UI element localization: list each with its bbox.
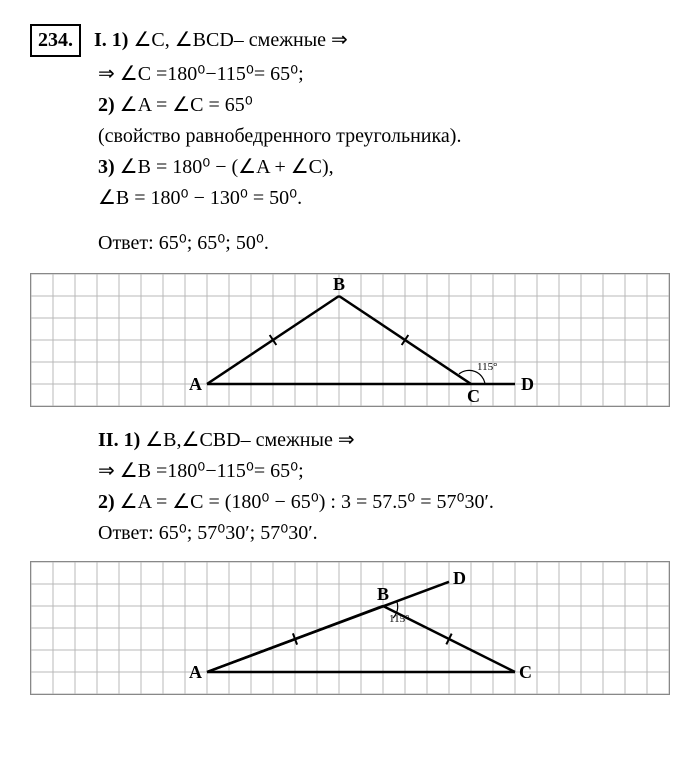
svg-text:B: B [377, 584, 389, 604]
svg-text:A: A [189, 662, 202, 682]
part1-step1-label: 1) [112, 29, 129, 51]
svg-text:B: B [333, 274, 345, 294]
svg-text:115°: 115° [477, 361, 498, 373]
diagram1: 115° A B C D [30, 273, 670, 407]
part1-answer: Ответ: 65⁰; 65⁰; 50⁰. [30, 230, 670, 255]
part1-step3-text2: ∠B = 180⁰ − 130⁰ = 50⁰. [30, 185, 670, 212]
diagram2: 115° A B C D [30, 561, 670, 695]
part2-step2: 2) ∠A = ∠C = (180⁰ − 65⁰) : 3 = 57.5⁰ = … [30, 489, 670, 516]
answer-label: Ответ: [98, 232, 154, 254]
part1-step2-text2: (свойство равнобедренного треугольника). [30, 123, 670, 150]
part1-step3: 3) ∠B = 180⁰ − (∠A + ∠C), [30, 154, 670, 181]
answer-label2: Ответ: [98, 522, 154, 544]
part2-step2-text: ∠A = ∠C = (180⁰ − 65⁰) : 3 = 57.5⁰ = 57⁰… [120, 491, 494, 513]
svg-text:D: D [453, 568, 466, 588]
svg-text:115°: 115° [389, 613, 410, 625]
part2-label: II. [98, 429, 119, 451]
part1-step2-label: 2) [98, 94, 115, 116]
svg-text:A: A [189, 374, 202, 394]
part1-step1-text1: ∠C, ∠BCD– смежные ⇒ [133, 29, 347, 51]
answer-text2: 65⁰; 57⁰30′; 57⁰30′. [159, 522, 318, 544]
part1-line1: 234. I. 1) ∠C, ∠BCD– смежные ⇒ [30, 24, 670, 57]
part2-step1-label: 1) [124, 429, 141, 451]
svg-text:C: C [467, 386, 480, 406]
part2-step2-label: 2) [98, 491, 115, 513]
part1-step3-label: 3) [98, 156, 115, 178]
svg-text:C: C [519, 662, 532, 682]
part2-answer: Ответ: 65⁰; 57⁰30′; 57⁰30′. [30, 520, 670, 547]
part1-step3-text1: ∠B = 180⁰ − (∠A + ∠C), [120, 156, 334, 178]
part1-step1-text2: ⇒ ∠C =180⁰−115⁰= 65⁰; [30, 61, 670, 88]
part2-line1: II. 1) ∠B,∠CBD– смежные ⇒ [30, 427, 670, 454]
part2-step1-text2: ⇒ ∠B =180⁰−115⁰= 65⁰; [30, 458, 670, 485]
answer-text: 65⁰; 65⁰; 50⁰. [159, 232, 269, 254]
part1-label: I. [94, 29, 107, 51]
problem-number: 234. [30, 24, 81, 57]
svg-text:D: D [521, 374, 534, 394]
part2-step1-text1: ∠B,∠CBD– смежные ⇒ [145, 429, 354, 451]
part1-step2: 2) ∠A = ∠C = 65⁰ [30, 92, 670, 119]
part1-step2-text1: ∠A = ∠C = 65⁰ [120, 94, 253, 116]
